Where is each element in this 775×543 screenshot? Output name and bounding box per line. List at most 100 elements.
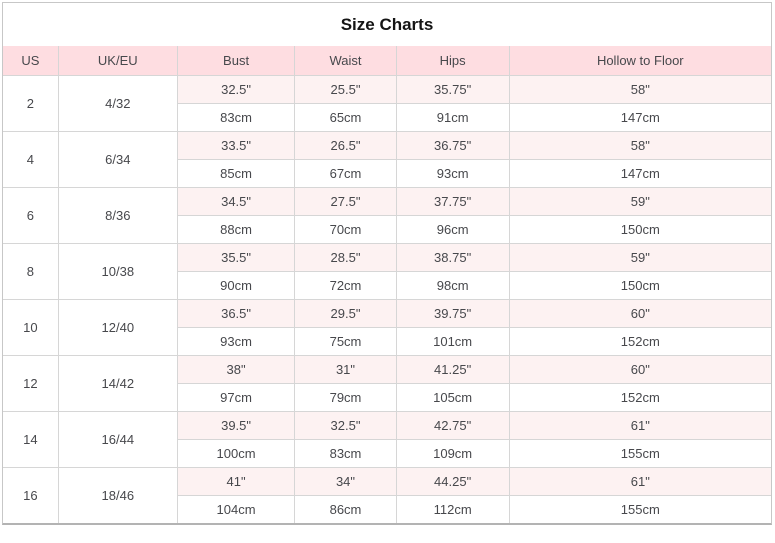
cell-bust-inches: 41" xyxy=(176,466,296,496)
header-row: US UK/EU Bust Waist Hips Hollow to Floor xyxy=(2,45,772,76)
cell-hollow-to-floor-inches: 59" xyxy=(508,242,772,272)
size-chart-table: US UK/EU Bust Waist Hips Hollow to Floor 2 4/3… xyxy=(2,45,772,524)
cell-waist-cm: 86cm xyxy=(294,494,397,524)
cell-waist-cm: 65cm xyxy=(294,102,397,132)
cell-bust-cm: 97cm xyxy=(176,382,296,412)
cell-hips-cm: 112cm xyxy=(395,494,510,524)
cell-uk-eu-size: 10/38 xyxy=(57,242,178,300)
cell-bust-cm: 90cm xyxy=(176,270,296,300)
cell-hips-cm: 98cm xyxy=(395,270,510,300)
cell-waist-inches: 27.5" xyxy=(294,186,397,216)
cell-hollow-to-floor-inches: 58" xyxy=(508,74,772,104)
cell-bust-cm: 88cm xyxy=(176,214,296,244)
cell-hips-inches: 35.75" xyxy=(395,74,510,104)
cell-hollow-to-floor-cm: 147cm xyxy=(508,102,772,132)
cell-waist-inches: 25.5" xyxy=(294,74,397,104)
cell-waist-cm: 67cm xyxy=(294,158,397,188)
cell-hips-inches: 39.75" xyxy=(395,298,510,328)
column-header-waist: Waist xyxy=(294,45,397,76)
cell-hips-cm: 93cm xyxy=(395,158,510,188)
cell-hollow-to-floor-inches: 61" xyxy=(508,410,772,440)
cell-bust-cm: 85cm xyxy=(176,158,296,188)
size-row-cm: 104cm 86cm 112cm 155cm xyxy=(3,494,772,524)
cell-us-size: 4 xyxy=(2,130,59,188)
cell-bust-inches: 32.5" xyxy=(176,74,296,104)
cell-hollow-to-floor-cm: 150cm xyxy=(508,270,772,300)
cell-waist-cm: 75cm xyxy=(294,326,397,356)
size-row-cm: 97cm 79cm 105cm 152cm xyxy=(3,382,772,412)
cell-us-size: 6 xyxy=(2,186,59,244)
cell-bust-cm: 100cm xyxy=(176,438,296,468)
size-row-inches: 2 4/32 32.5" 25.5" 35.75" 58" xyxy=(2,74,772,132)
cell-waist-inches: 28.5" xyxy=(294,242,397,272)
cell-hips-inches: 42.75" xyxy=(395,410,510,440)
size-row-cm: 90cm 72cm 98cm 150cm xyxy=(3,270,772,300)
size-row-inches: 4 6/34 33.5" 26.5" 36.75" 58" xyxy=(2,130,772,188)
cell-bust-cm: 104cm xyxy=(176,494,296,524)
cell-hips-inches: 36.75" xyxy=(395,130,510,160)
cell-hips-cm: 101cm xyxy=(395,326,510,356)
table-body: 2 4/32 32.5" 25.5" 35.75" 58" 83cm 65cm 91cm 147c… xyxy=(2,74,772,524)
cell-us-size: 12 xyxy=(2,354,59,412)
column-header-hips: Hips xyxy=(395,45,510,76)
cell-waist-inches: 32.5" xyxy=(294,410,397,440)
cell-hollow-to-floor-inches: 59" xyxy=(508,186,772,216)
cell-uk-eu-size: 16/44 xyxy=(57,410,178,468)
cell-hollow-to-floor-cm: 155cm xyxy=(508,494,772,524)
cell-waist-inches: 34" xyxy=(294,466,397,496)
cell-bust-inches: 38" xyxy=(176,354,296,384)
cell-waist-inches: 31" xyxy=(294,354,397,384)
cell-us-size: 8 xyxy=(2,242,59,300)
cell-bust-inches: 35.5" xyxy=(176,242,296,272)
size-row-inches: 16 18/46 41" 34" 44.25" 61" xyxy=(2,466,772,524)
cell-hips-cm: 105cm xyxy=(395,382,510,412)
column-header-hollow-to-floor: Hollow to Floor xyxy=(508,45,772,76)
column-header-us: US xyxy=(2,45,59,76)
cell-hollow-to-floor-cm: 152cm xyxy=(508,382,772,412)
cell-bust-inches: 39.5" xyxy=(176,410,296,440)
size-row-cm: 83cm 65cm 91cm 147cm xyxy=(3,102,772,132)
cell-uk-eu-size: 8/36 xyxy=(57,186,178,244)
cell-waist-inches: 26.5" xyxy=(294,130,397,160)
chart-title: Size Charts xyxy=(340,15,434,34)
size-row-inches: 12 14/42 38" 31" 41.25" 60" xyxy=(2,354,772,412)
cell-hollow-to-floor-cm: 152cm xyxy=(508,326,772,356)
cell-hollow-to-floor-cm: 155cm xyxy=(508,438,772,468)
cell-hollow-to-floor-inches: 58" xyxy=(508,130,772,160)
cell-hips-inches: 37.75" xyxy=(395,186,510,216)
cell-hips-cm: 109cm xyxy=(395,438,510,468)
cell-hollow-to-floor-inches: 60" xyxy=(508,298,772,328)
cell-hips-inches: 41.25" xyxy=(395,354,510,384)
cell-waist-cm: 79cm xyxy=(294,382,397,412)
cell-waist-cm: 70cm xyxy=(294,214,397,244)
cell-us-size: 14 xyxy=(2,410,59,468)
cell-waist-cm: 83cm xyxy=(294,438,397,468)
column-header-uk-eu: UK/EU xyxy=(57,45,178,76)
cell-us-size: 16 xyxy=(2,466,59,524)
size-row-inches: 10 12/40 36.5" 29.5" 39.75" 60" xyxy=(2,298,772,356)
cell-waist-inches: 29.5" xyxy=(294,298,397,328)
cell-bust-inches: 36.5" xyxy=(176,298,296,328)
size-row-inches: 8 10/38 35.5" 28.5" 38.75" 59" xyxy=(2,242,772,300)
cell-hips-inches: 44.25" xyxy=(395,466,510,496)
cell-hips-cm: 96cm xyxy=(395,214,510,244)
cell-hollow-to-floor-cm: 150cm xyxy=(508,214,772,244)
size-chart-panel: Size Charts US UK/EU Bust Waist Hips Hollow t… xyxy=(2,2,772,525)
size-row-inches: 14 16/44 39.5" 32.5" 42.75" 61" xyxy=(2,410,772,468)
column-header-bust: Bust xyxy=(176,45,296,76)
cell-bust-inches: 34.5" xyxy=(176,186,296,216)
cell-uk-eu-size: 4/32 xyxy=(57,74,178,132)
cell-bust-cm: 83cm xyxy=(176,102,296,132)
cell-uk-eu-size: 18/46 xyxy=(57,466,178,524)
cell-uk-eu-size: 12/40 xyxy=(57,298,178,356)
cell-uk-eu-size: 6/34 xyxy=(57,130,178,188)
cell-hollow-to-floor-inches: 61" xyxy=(508,466,772,496)
cell-hips-cm: 91cm xyxy=(395,102,510,132)
size-row-cm: 85cm 67cm 93cm 147cm xyxy=(3,158,772,188)
cell-hollow-to-floor-cm: 147cm xyxy=(508,158,772,188)
cell-hollow-to-floor-inches: 60" xyxy=(508,354,772,384)
size-row-cm: 88cm 70cm 96cm 150cm xyxy=(3,214,772,244)
cell-bust-cm: 93cm xyxy=(176,326,296,356)
cell-bust-inches: 33.5" xyxy=(176,130,296,160)
cell-hips-inches: 38.75" xyxy=(395,242,510,272)
